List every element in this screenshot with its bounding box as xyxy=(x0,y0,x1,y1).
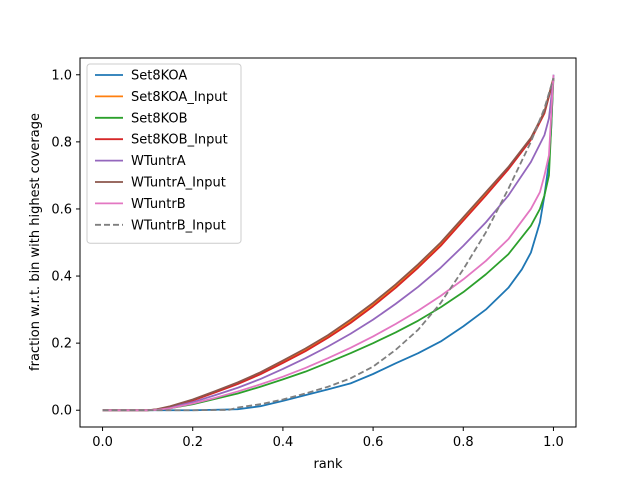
legend: Set8KOA Set8KOA_Input Set8KOB Set8KOB_Input… xyxy=(86,63,242,244)
legend-label: WTuntrA xyxy=(131,154,186,169)
y-axis-label: fraction w.r.t. bin with highest coverag… xyxy=(28,113,43,371)
legend-label: Set8KOB xyxy=(131,111,188,126)
y-tick-label: 0.6 xyxy=(51,202,72,217)
legend-label: Set8KOB_Input xyxy=(131,133,228,148)
x-tick-label: 0.4 xyxy=(273,435,294,450)
series-line-wtuntrb xyxy=(102,74,555,412)
legend-label: WTuntrA_Input xyxy=(131,176,226,191)
legend-label: WTuntrB xyxy=(131,197,186,212)
series-layer xyxy=(102,74,555,412)
y-tick-label: 0.0 xyxy=(51,404,72,419)
y-tick-label: 1.0 xyxy=(51,68,72,83)
y-tick-label: 0.4 xyxy=(51,270,72,285)
y-tick-label: 0.2 xyxy=(51,337,72,352)
series-line-set8koa xyxy=(102,74,555,412)
x-tick-label: 0.2 xyxy=(182,435,203,450)
series-line-wtuntra xyxy=(102,78,555,412)
x-axis-label: rank xyxy=(313,457,343,472)
series-line-wtuntrb-input xyxy=(102,77,555,412)
legend-label: Set8KOA xyxy=(131,69,187,84)
series-line-wtuntra-input xyxy=(102,77,555,412)
x-tick-label: 0.8 xyxy=(453,435,474,450)
legend-label: Set8KOA_Input xyxy=(131,90,228,105)
x-tick-label: 0.6 xyxy=(363,435,384,450)
y-tick-label: 0.8 xyxy=(51,135,72,150)
x-tick-label: 0.0 xyxy=(92,435,113,450)
legend-label: WTuntrB_Input xyxy=(131,218,226,233)
x-tick-label: 1.0 xyxy=(543,435,564,450)
axes-layer: 0.0 0.2 0.4 0.6 0.8 1.0 0.0 0.2 0.4 0.6 0.8 1.0 xyxy=(51,57,577,450)
plot-frame xyxy=(79,57,577,428)
legend-box xyxy=(86,63,242,244)
